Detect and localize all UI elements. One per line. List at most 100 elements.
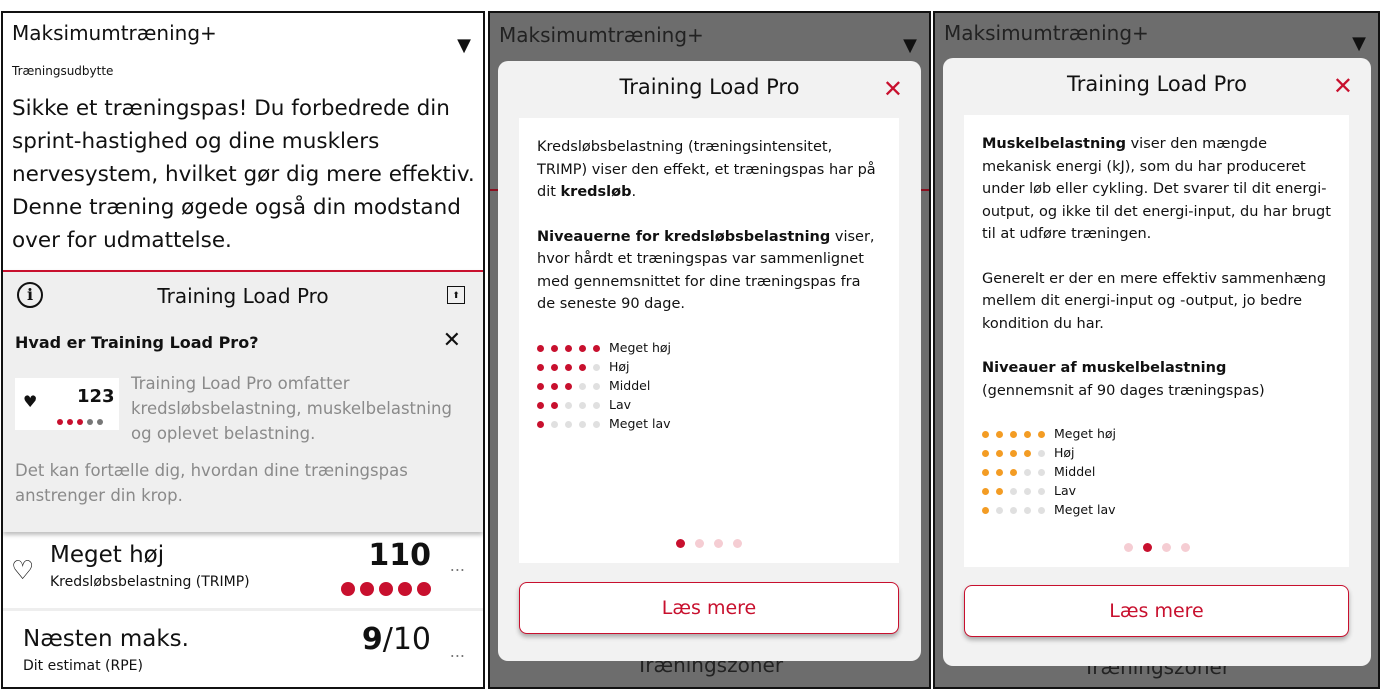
example-dots	[57, 411, 103, 430]
level-dots	[336, 578, 431, 597]
level-dot	[1024, 450, 1031, 457]
workout-summary-screen: Maksimumtræning+ ▼ Træningsudbytte Sikke…	[1, 11, 485, 689]
level-dot	[551, 401, 558, 409]
level-dot	[982, 469, 989, 476]
level-dot	[579, 401, 586, 409]
level-dot	[579, 382, 586, 390]
level-row: Middel	[537, 376, 881, 395]
level-dot	[982, 488, 989, 495]
info-heading: Hvad er Training Load Pro?	[15, 333, 259, 352]
level-row: Lav	[537, 395, 881, 414]
level-label: Lav	[609, 396, 632, 412]
level-dot	[996, 507, 1003, 514]
level-dot	[537, 382, 544, 390]
level-dot	[996, 469, 1003, 476]
level-dot	[1024, 469, 1031, 476]
info-modal: Training Load Pro ✕ Kredsløbsbelastning …	[498, 61, 921, 661]
level-row: Lav	[982, 481, 1331, 500]
level-dot	[996, 431, 1003, 438]
level-dot	[1038, 450, 1045, 457]
info-icon[interactable]: i	[17, 282, 43, 308]
slide-paragraph: Niveauerne for kredsløbsbelastning viser…	[537, 228, 875, 313]
close-icon[interactable]: ✕	[882, 75, 903, 103]
workout-title: Maksimumtræning+	[12, 21, 217, 45]
level-row: Middel	[982, 462, 1331, 481]
page-dot[interactable]	[1180, 543, 1190, 552]
read-more-button[interactable]: Læs mere	[964, 585, 1349, 637]
level-label: Høj	[1054, 445, 1075, 460]
bg-workout-title: Maksimumtræning+	[499, 23, 704, 47]
page-dot[interactable]	[1142, 543, 1152, 552]
level-label: Middel	[1054, 464, 1096, 479]
level-label: Meget høj	[1054, 426, 1117, 441]
heart-outline-icon: ♡	[11, 556, 35, 586]
level-dot	[537, 401, 544, 409]
level-dot	[1010, 431, 1017, 438]
level-dot	[1038, 431, 1045, 438]
training-load-pro-card: i Training Load Pro ⬆ Hvad er Training L…	[3, 270, 483, 532]
example-value: 123	[77, 386, 115, 407]
page-dot[interactable]	[1123, 543, 1133, 552]
level-dot	[996, 450, 1003, 457]
row-level: Meget høj	[50, 542, 165, 568]
close-icon[interactable]: ✕	[442, 328, 461, 353]
page-indicator[interactable]	[519, 533, 899, 556]
rpe-row[interactable]: Næsten maks. Dit estimat (RPE) 9/10 ...	[3, 614, 483, 687]
cardio-load-info-screen: Maksimumtræning+ ▼ Træningszoner Trainin…	[488, 11, 931, 689]
level-dot	[593, 401, 600, 409]
level-dot	[579, 344, 586, 352]
level-row: Meget lav	[982, 500, 1331, 519]
page-dot[interactable]	[733, 539, 742, 548]
read-more-button[interactable]: Læs mere	[519, 582, 899, 634]
level-dot	[982, 507, 989, 514]
level-dot	[1024, 507, 1031, 514]
level-dot	[982, 450, 989, 457]
level-dot	[1038, 507, 1045, 514]
level-dot	[551, 382, 558, 390]
page-dot[interactable]	[714, 539, 723, 548]
level-dot	[551, 344, 558, 352]
level-dot	[565, 382, 572, 390]
level-dot	[565, 344, 572, 352]
row-label: Kredsløbsbelastning (TRIMP)	[50, 574, 250, 590]
modal-title: Training Load Pro	[1067, 72, 1247, 96]
level-dot	[579, 420, 586, 428]
row-value: 110	[368, 538, 431, 573]
level-dot	[593, 382, 600, 390]
page-dot[interactable]	[1161, 543, 1171, 552]
info-slide[interactable]: Muskelbelastning viser den mængde mekani…	[964, 115, 1349, 567]
level-dot	[996, 488, 1003, 495]
more-icon[interactable]: ...	[449, 556, 465, 575]
info-slide[interactable]: Kredsløbsbelastning (træningsintensitet,…	[519, 118, 899, 563]
level-label: Meget høj	[609, 339, 672, 355]
row-level: Næsten maks.	[23, 626, 189, 652]
page-dot[interactable]	[676, 539, 685, 548]
close-icon[interactable]: ✕	[1332, 72, 1353, 100]
page-indicator[interactable]	[964, 537, 1349, 560]
level-dot	[593, 420, 600, 428]
divider	[3, 270, 483, 272]
level-dot	[1010, 450, 1017, 457]
section-subtitle: Træningsudbytte	[12, 64, 114, 78]
cardio-load-row[interactable]: ♡ Meget høj Kredsløbsbelastning (TRIMP) …	[3, 534, 483, 611]
slide-paragraph: Kredsløbsbelastning (træningsintensitet,…	[537, 139, 876, 200]
slide-paragraph: Generelt er der en mere effektiv sammenh…	[982, 270, 1327, 332]
level-dot	[1024, 431, 1031, 438]
row-label: Dit estimat (RPE)	[23, 658, 143, 674]
page-dot[interactable]	[695, 539, 704, 548]
more-icon[interactable]: ...	[449, 642, 465, 661]
level-label: Høj	[609, 358, 630, 374]
share-icon[interactable]: ⬆	[447, 286, 465, 304]
muscle-load-info-screen: Maksimumtræning+ ▼ Træningszoner Trainin…	[933, 11, 1380, 689]
heart-icon: ♥	[23, 392, 38, 411]
training-effect-text: Sikke et træningspas! Du forbedrede din …	[12, 96, 475, 253]
level-dot	[565, 420, 572, 428]
triangle-down-icon: ▼	[903, 35, 917, 56]
triangle-down-icon[interactable]: ▼	[457, 35, 471, 56]
level-dot	[579, 363, 586, 371]
level-dot	[537, 344, 544, 352]
info-modal: Training Load Pro ✕ Muskelbelastning vis…	[943, 58, 1371, 666]
card-title: Training Load Pro	[157, 284, 329, 308]
triangle-down-icon: ▼	[1352, 33, 1366, 54]
level-dot	[565, 401, 572, 409]
